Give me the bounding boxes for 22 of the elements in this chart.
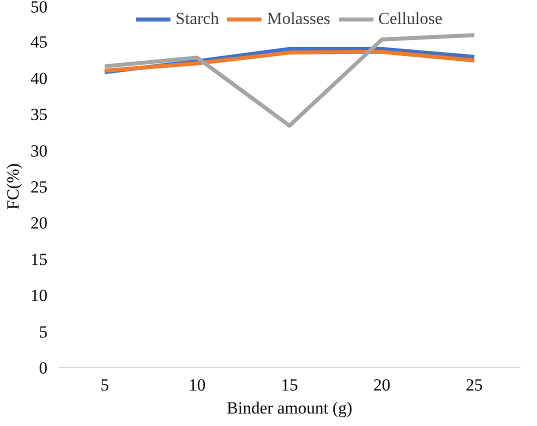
y-tick-label: 45	[30, 32, 48, 52]
x-axis-title: Binder amount (g)	[226, 398, 352, 418]
y-tick-label: 5	[39, 322, 48, 342]
x-tick-label: 25	[466, 376, 483, 394]
y-tick-label: 30	[30, 141, 48, 160]
y-tick-label: 20	[30, 214, 48, 233]
x-tick-label: 15	[281, 376, 298, 394]
y-tick-label: 40	[30, 68, 48, 88]
y-tick-label: 15	[30, 250, 48, 269]
y-tick-label: 35	[30, 105, 48, 124]
x-tick-label: 5	[100, 376, 109, 394]
x-tick-label: 20	[373, 376, 390, 394]
x-tick-label: 10	[188, 376, 206, 394]
y-tick-label: 10	[30, 286, 48, 306]
legend-label: Starch	[176, 9, 219, 29]
legend-label: Molasses	[266, 9, 330, 29]
line-series	[102, 33, 476, 128]
y-axis-title: FC(%)	[4, 163, 22, 210]
y-tick-label: 0	[39, 358, 48, 378]
legend-label: Cellulose	[378, 9, 442, 29]
y-tick-label: 50	[30, 0, 48, 16]
y-tick-label: 25	[30, 178, 48, 196]
